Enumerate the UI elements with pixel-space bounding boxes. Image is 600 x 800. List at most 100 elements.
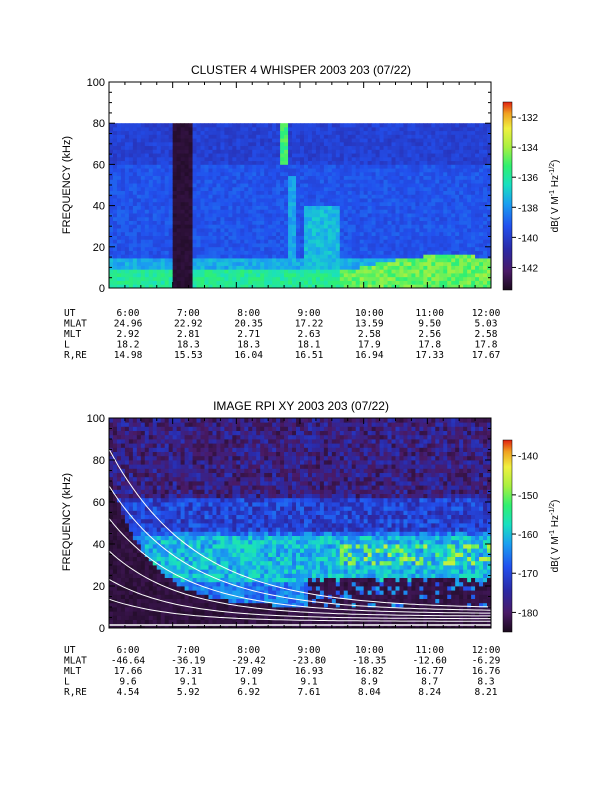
spectrogram-cell [200,156,205,162]
spectrogram-cell [415,126,420,132]
spectrogram-cell [244,123,249,128]
spectrogram-cell [395,228,400,233]
spectrogram-cell [140,565,146,570]
spectrogram-cell [407,224,412,229]
spectrogram-cell [248,269,253,274]
spectrogram-cell [451,175,456,180]
spectrogram-cell [363,216,369,221]
spectrogram-cell [128,280,134,285]
spectrogram-cell [447,186,452,192]
spectrogram-cell [383,175,388,180]
spectrogram-cell [136,611,142,616]
spectrogram-cell [216,205,221,210]
spectrogram-cell [288,134,293,139]
spectrogram-cell [144,447,150,452]
spectrogram-cell [140,598,146,604]
spectrogram-cell [280,243,285,248]
spectrogram-cell [355,205,361,210]
spectrogram-cell [136,254,142,259]
spectrogram-cell [244,194,249,199]
spectrogram-cell [343,141,349,147]
spectrogram-cell [132,439,138,444]
spectrogram-cell [307,220,313,225]
spectrogram-cell [144,280,150,285]
spectrogram-cell [367,284,373,289]
spectrogram-cell [447,235,452,240]
spectrogram-cell [359,216,365,221]
spectrogram-cell [132,573,138,578]
spectrogram-cell [367,141,373,147]
spectrogram-cell [347,273,353,278]
spectrogram-cell [148,422,154,427]
spectrogram-cell [164,265,170,270]
spectrogram-cell [443,243,448,248]
spectrogram-cell [268,284,273,289]
spectrogram-cell [339,171,345,177]
spectrogram-cell [188,149,193,154]
spectrogram-cell [176,156,182,162]
spectrogram-cell [331,209,337,214]
spectrogram-cell [459,205,464,210]
spectrogram-cell [188,130,193,135]
spectrogram-cell [244,149,249,154]
spectrogram-cell [479,175,484,180]
spectrogram-cell [244,265,249,270]
spectrogram-cell [208,171,213,177]
spectrogram-cell [411,246,416,251]
spectrogram-cell [240,194,245,199]
spectrogram-cell [132,228,138,233]
spectrogram-cell [244,153,249,158]
spectrogram-cell [172,138,178,143]
spectrogram-cell [355,134,361,139]
spectrogram-cell [443,168,448,173]
spectrogram-cell [479,261,484,266]
spectrogram-cell [128,156,134,162]
spectrogram-cell [156,130,162,135]
spectrogram-cell [339,209,345,214]
spectrogram-cell [140,243,146,248]
spectrogram-cell [447,171,452,177]
spectrogram-cell [176,258,182,263]
spectrogram-cell [331,179,337,184]
spectrogram-cell [427,220,432,225]
spectrogram-cell [427,254,432,259]
spectrogram-cell [112,175,118,180]
spectrogram-cell [120,518,126,524]
spectrogram-cell [307,123,313,128]
spectrogram-cell [439,258,444,263]
spectrogram-cell [319,141,325,147]
spectrogram-cell [483,239,488,244]
spectrogram-cell [152,476,158,482]
spectrogram-cell [256,276,261,281]
spectrogram-cell [236,156,241,162]
spectrogram-cell [483,246,488,251]
spectrogram-cell [240,280,245,285]
spectrogram-cell [109,186,114,192]
spectrogram-cell [192,243,197,248]
spectrogram-cell [172,276,178,281]
spectrogram-cell [120,284,126,289]
spectrogram-cell [479,258,484,263]
spectrogram-cell [176,171,182,177]
spectrogram-cell [140,183,146,188]
spectrogram-cell [228,228,233,233]
spectrogram-cell [487,171,492,177]
spectrogram-cell [355,243,361,248]
spectrogram-cell [355,160,361,165]
spectrogram-cell [172,243,178,248]
spectrogram-cell [136,239,142,244]
spectrogram-cell [280,258,285,263]
spectrogram-cell [116,160,122,165]
spectrogram-cell [300,220,305,225]
spectrogram-cell [311,138,317,143]
spectrogram-cell [192,231,197,236]
spectrogram-cell [168,179,174,184]
spectrogram-cell [260,235,265,240]
spectrogram-cell [423,228,428,233]
spectrogram-cell [136,168,142,173]
spectrogram-cell [236,138,241,143]
spectrogram-cell [303,123,309,128]
spectrogram-cell [483,194,488,199]
spectrogram-cell [176,141,182,147]
spectrogram-cell [148,418,154,423]
